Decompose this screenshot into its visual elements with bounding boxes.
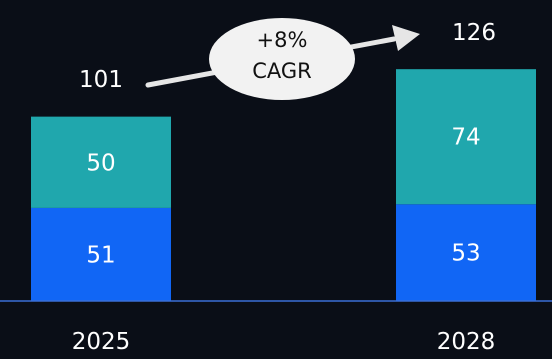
data-label-2028-segment-1: 53 — [451, 241, 480, 267]
data-label-2025-segment-1: 51 — [86, 242, 115, 268]
bar-2025-segment-1 — [31, 207, 171, 301]
x-tick-label-2025: 2025 — [72, 329, 131, 355]
bars-layer — [31, 69, 536, 301]
data-label-2025-segment-2: 50 — [86, 150, 115, 176]
cagr-caption-label: CAGR — [252, 59, 312, 83]
bar-2028-segment-1 — [396, 204, 536, 301]
bar-2028-segment-2 — [396, 69, 536, 205]
cagr-bubble-shape — [209, 18, 355, 100]
cagr-arrow-head — [392, 25, 420, 51]
cagr-percent-label: +8% — [257, 28, 308, 52]
total-label-2028: 126 — [452, 20, 496, 46]
x-tick-label-2028: 2028 — [437, 329, 496, 355]
data-label-2028-segment-2: 74 — [451, 125, 480, 151]
total-label-2025: 101 — [79, 67, 123, 93]
bar-2025-segment-2 — [31, 116, 171, 208]
cagr-bubble: +8% CAGR — [209, 18, 355, 100]
labels-layer: 51 50 53 74 — [86, 125, 480, 269]
